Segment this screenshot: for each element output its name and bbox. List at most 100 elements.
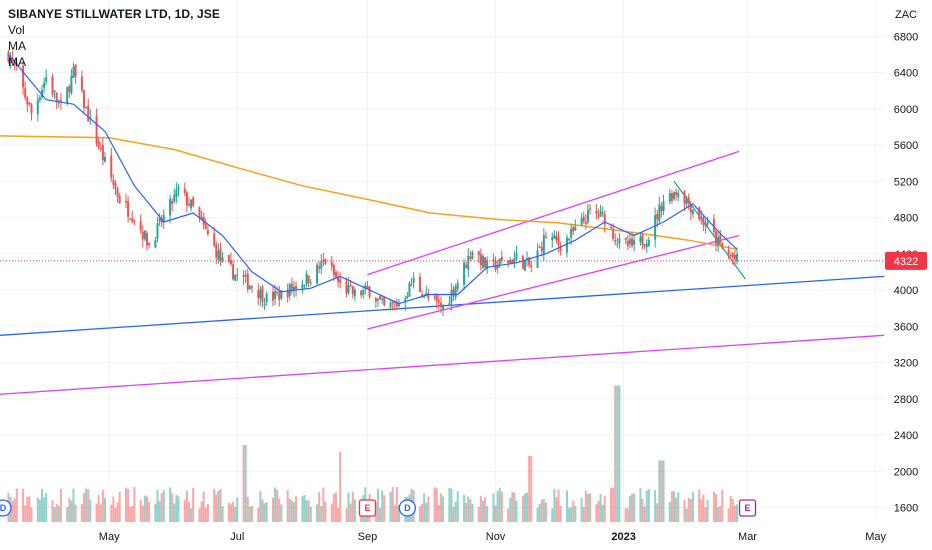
time-axis[interactable]: May Jul Sep Nov 2023 Mar May [99,531,887,543]
trendlines[interactable] [0,150,885,395]
candle-body [729,255,732,257]
volume-bar [257,507,260,522]
volume-bar [450,488,453,522]
candle-body [129,218,132,220]
candle-body [687,197,690,205]
volume-bar [687,497,690,522]
ma-fast-path [7,54,738,305]
volume-bar [670,491,673,522]
candle-body [55,92,58,102]
volume-bar [540,499,543,522]
trendline[interactable] [367,234,740,330]
indicator-ma-1[interactable]: MA [8,39,26,53]
candle-body [217,250,220,260]
volume-bar [492,493,495,522]
candle-body [156,223,159,239]
candle-body [145,233,148,246]
dividend-marker[interactable] [0,499,12,517]
volume-bar [481,500,484,522]
volume-bar [479,496,482,522]
candle-body [221,257,224,262]
volume-bar [11,500,14,522]
volume-bar [124,487,127,522]
candle-body [82,90,85,108]
candle-body [133,221,136,223]
candle-body [360,290,363,296]
volume-bar [236,497,239,522]
candle-body [234,274,237,281]
trendline[interactable] [0,275,885,336]
volume-bar [232,501,235,522]
ma-fast-line [7,54,738,305]
volume-bar [658,460,661,522]
volume-bar [544,502,547,522]
volume-bar [80,503,83,522]
price-axis[interactable]: ZAC1600200024002800320036004000440048005… [885,9,927,515]
currency-label: ZAC [895,9,917,21]
volume-bar [66,507,69,522]
price-tick-label: 3600 [894,321,918,333]
indicator-ma-2[interactable]: MA [8,55,26,69]
volume-bar [101,489,104,522]
candle-body [658,204,661,222]
earnings-marker[interactable] [738,499,757,517]
candle-body [190,199,193,209]
volume-bar [719,505,722,522]
volume-bar [397,505,400,522]
candle-body [257,290,260,298]
indicator-vol[interactable]: Vol [8,23,25,37]
candle-body [599,210,602,217]
volume-bar [95,503,98,522]
volume-bar [733,505,736,522]
trendline[interactable] [0,334,885,395]
candle-body [45,76,48,82]
volume-bar [59,488,62,522]
candle-body [647,239,650,247]
candle-body [389,302,392,308]
volume-bar [683,499,686,522]
candle-body [103,157,106,162]
candle-body [721,242,724,249]
volume-bar [301,496,304,522]
candle-body [349,285,352,287]
candle-body [112,179,115,185]
volume-bar [465,502,468,522]
volume-bar [244,445,247,522]
candle-body [169,198,172,216]
volume-bar [641,498,644,522]
symbol-title[interactable]: SIBANYE STILLWATER LTD, 1D, JSE [8,7,221,21]
candle-body [439,302,442,308]
candle-body [85,106,88,108]
volume-bar [715,493,718,522]
candle-body [715,231,718,244]
candle-body [526,257,529,259]
candle-body [7,52,10,62]
price-tick-label: 6000 [894,104,918,116]
volume-bar [553,489,556,522]
current-price-badge[interactable] [885,251,927,270]
volume-bar [351,491,354,522]
time-tick-label: Sep [358,531,378,543]
volume-bar [513,492,516,522]
candle-body [320,261,323,269]
trendline[interactable] [673,180,746,280]
volume-bar [511,491,514,522]
dividend-marker[interactable] [398,499,417,517]
candle-body [127,201,130,217]
volume-bar [70,500,73,522]
candle-body [395,302,398,307]
volume-bar [30,507,33,522]
candle-body [643,244,646,246]
volume-bar [316,504,319,522]
volume-bar [265,502,268,522]
candle-body [511,259,514,265]
earnings-marker[interactable] [358,499,377,517]
volume-bar [379,507,382,522]
candle-body [24,88,27,98]
trendline[interactable] [367,150,740,276]
candle-body [586,209,589,223]
candle-body [498,258,501,266]
volume-bar [72,488,75,522]
